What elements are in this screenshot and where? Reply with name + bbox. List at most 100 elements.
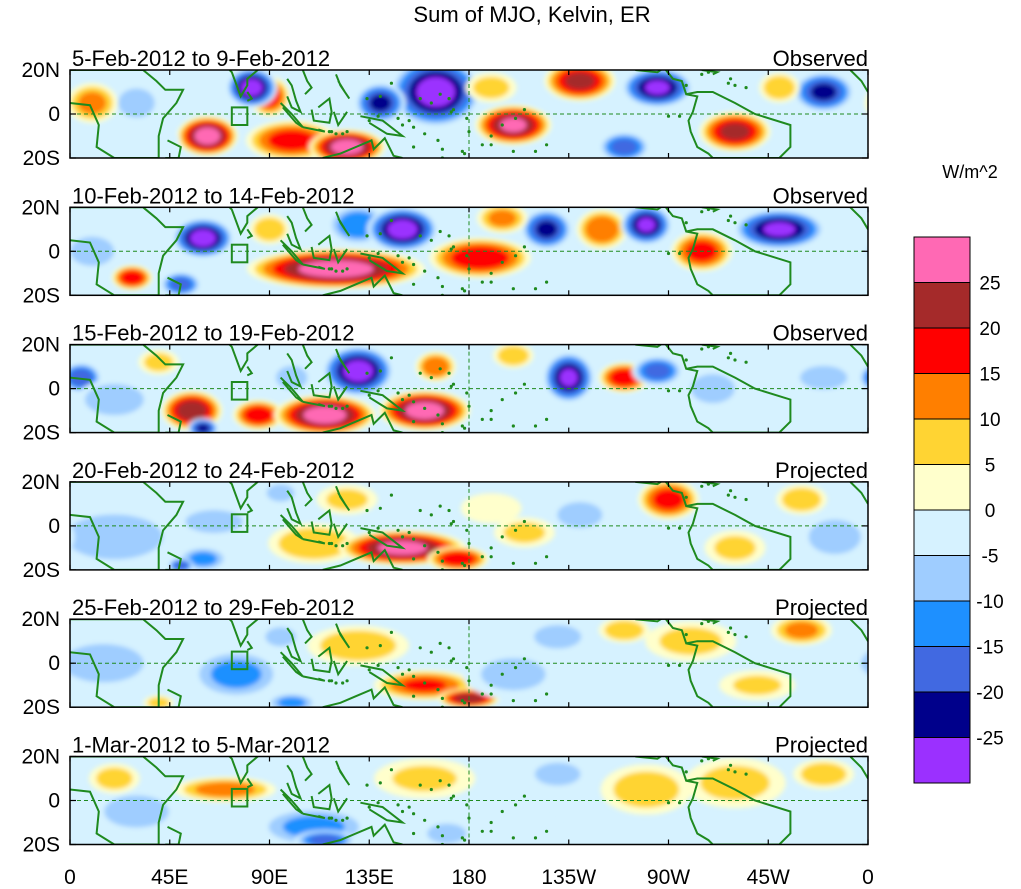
- island: [451, 657, 456, 661]
- island: [438, 779, 442, 783]
- coastline: [286, 352, 303, 389]
- coastline: [246, 503, 254, 514]
- island: [447, 371, 451, 375]
- island: [533, 836, 538, 840]
- island: [440, 559, 444, 563]
- island: [733, 358, 737, 362]
- island: [367, 119, 371, 123]
- y-tick-label: 20N: [21, 608, 60, 631]
- island: [329, 267, 334, 271]
- colorbar-segment: [913, 646, 971, 693]
- anomaly-cell: [330, 139, 364, 155]
- anomaly-cell: [503, 522, 546, 543]
- island: [411, 694, 416, 698]
- anomaly-cell: [497, 345, 530, 366]
- anomaly-cell: [868, 237, 912, 266]
- island: [522, 108, 527, 112]
- island: [396, 116, 400, 120]
- island: [511, 424, 515, 428]
- island: [365, 371, 369, 375]
- island: [334, 132, 338, 136]
- region-box: [230, 513, 249, 533]
- anomaly-cell: [118, 88, 155, 118]
- island: [429, 238, 433, 242]
- coastline: [310, 645, 333, 674]
- island: [744, 223, 748, 227]
- island: [465, 116, 469, 120]
- island: [396, 528, 400, 532]
- anomaly-cell: [196, 423, 210, 433]
- island: [367, 530, 371, 535]
- anomaly-cell: [500, 118, 527, 132]
- anomaly-cell: [993, 127, 1019, 144]
- coastline: [635, 756, 792, 845]
- island: [489, 546, 493, 550]
- anomaly-cell: [210, 660, 262, 689]
- anomaly-cell: [534, 625, 582, 649]
- anomaly-cell: [303, 406, 347, 424]
- coastline: [70, 344, 185, 433]
- coastline: [228, 756, 260, 786]
- island: [400, 672, 405, 676]
- island: [396, 254, 400, 258]
- island: [533, 149, 538, 153]
- island: [500, 672, 504, 676]
- island: [400, 535, 405, 539]
- island: [429, 376, 433, 380]
- coastline: [246, 640, 254, 651]
- coastline: [335, 760, 351, 786]
- anomaly-cell: [980, 119, 1021, 152]
- coastline: [332, 797, 348, 814]
- island: [329, 130, 334, 134]
- anomaly-cell: [185, 510, 243, 533]
- anomaly-cell: [0, 622, 20, 639]
- island: [334, 681, 338, 685]
- coastline: [301, 619, 313, 645]
- y-tick-label: 20S: [23, 422, 60, 445]
- island: [389, 630, 394, 635]
- island: [389, 768, 394, 772]
- y-tick-label: 20N: [21, 59, 60, 82]
- island: [376, 251, 380, 256]
- island: [365, 783, 369, 787]
- anomaly-cell: [557, 502, 603, 528]
- colorbar-tick-label: 10: [979, 410, 1000, 431]
- island: [438, 367, 442, 371]
- island: [378, 506, 382, 510]
- island: [376, 526, 380, 530]
- x-axis: 0 45E 90E 135E 180 135W 90W 45W 0: [64, 866, 874, 889]
- anomaly-cell: [784, 621, 819, 639]
- island: [345, 130, 349, 134]
- coastline: [301, 70, 313, 95]
- coastline: [165, 688, 182, 708]
- coastline: [310, 508, 333, 536]
- panel-1: 20N 0 20S 5-Feb-2012 to 9-Feb-2012 Observed: [13, 46, 1021, 170]
- island: [334, 544, 338, 548]
- island: [684, 633, 688, 637]
- island: [423, 681, 427, 685]
- region-box: [230, 787, 249, 808]
- panel-period-label: 15-Feb-2012 to 19-Feb-2012: [72, 321, 355, 346]
- island: [345, 267, 349, 271]
- island: [411, 557, 416, 561]
- island: [451, 382, 456, 386]
- island: [533, 561, 538, 565]
- island: [544, 829, 549, 833]
- colorbar-segment: [913, 373, 971, 420]
- island: [467, 541, 471, 546]
- anomaly-cell: [268, 130, 316, 151]
- island: [678, 339, 681, 342]
- island: [449, 247, 453, 251]
- panel-status-label: Observed: [773, 321, 868, 346]
- island: [744, 772, 748, 776]
- island: [400, 809, 405, 814]
- island: [327, 541, 331, 546]
- island: [411, 125, 416, 129]
- anomaly-cell: [13, 83, 39, 100]
- island: [728, 214, 733, 218]
- anomaly-cell: [902, 795, 966, 827]
- anomaly-cell: [70, 524, 75, 550]
- island: [449, 796, 453, 800]
- island: [467, 267, 471, 271]
- island: [467, 816, 471, 820]
